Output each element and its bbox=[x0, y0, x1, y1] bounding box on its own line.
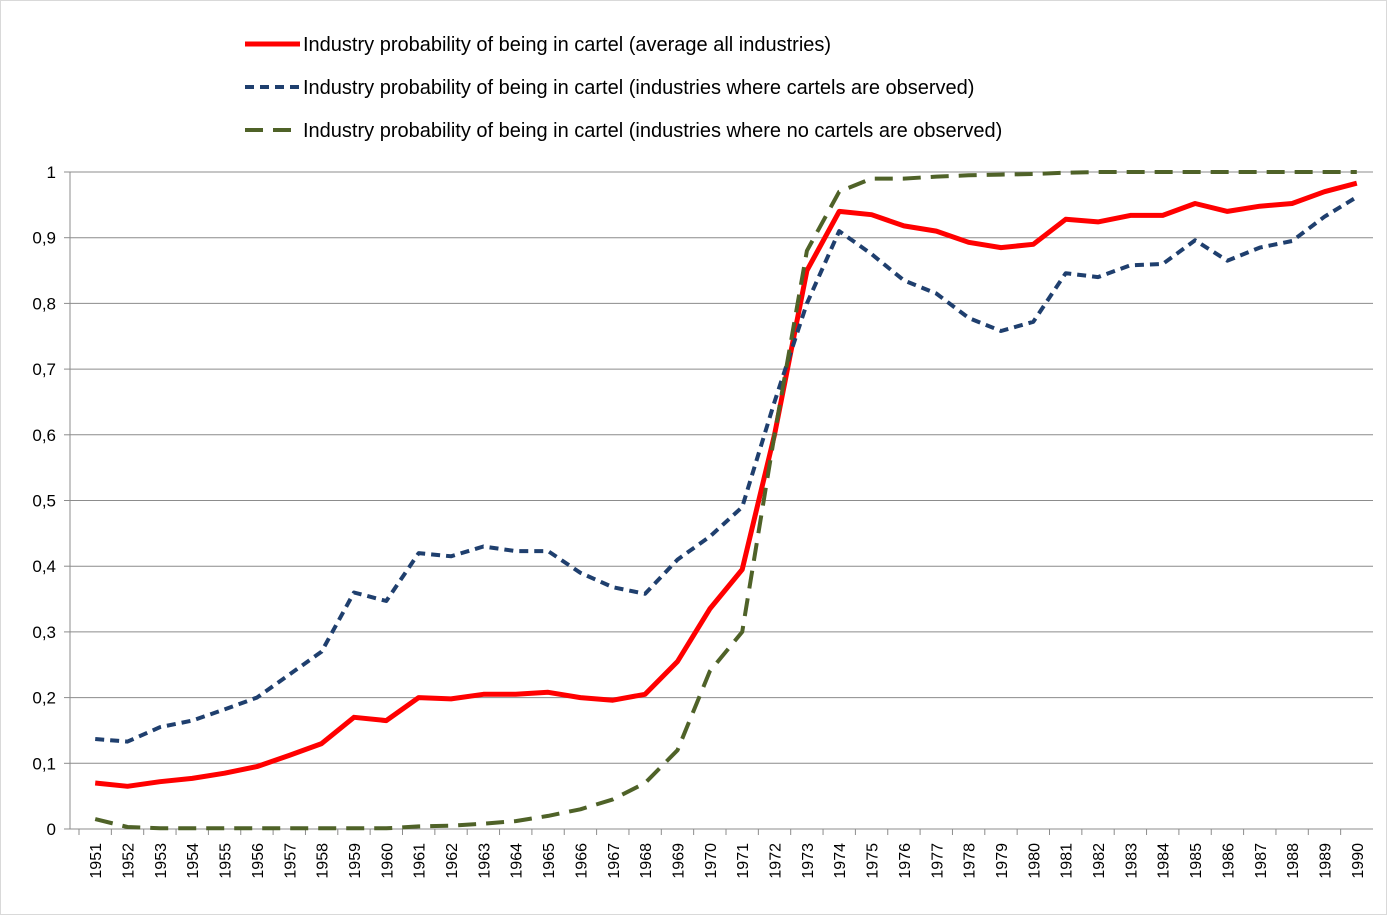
x-tick-label: 1975 bbox=[865, 843, 882, 879]
x-tick-label: 1983 bbox=[1123, 843, 1140, 879]
y-tick-label: 0,5 bbox=[32, 492, 56, 511]
x-tick-label: 1985 bbox=[1188, 843, 1205, 879]
y-tick-label: 1 bbox=[47, 163, 56, 182]
x-tick-label: 1982 bbox=[1091, 843, 1108, 879]
x-tick-label: 1955 bbox=[218, 843, 235, 879]
x-tick-label: 1974 bbox=[832, 843, 849, 879]
x-tick-label: 1979 bbox=[994, 843, 1011, 879]
x-tick-label: 1977 bbox=[929, 843, 946, 879]
x-tick-label: 1956 bbox=[250, 843, 267, 879]
x-tick-label: 1952 bbox=[121, 843, 138, 879]
x-tick-label: 1978 bbox=[962, 843, 979, 879]
x-tick-label: 1965 bbox=[541, 843, 558, 879]
x-tick-label: 1987 bbox=[1253, 843, 1270, 879]
x-tick-label: 1958 bbox=[315, 843, 332, 879]
x-tick-label: 1988 bbox=[1285, 843, 1302, 879]
x-tick-label: 1972 bbox=[768, 843, 785, 879]
x-tick-label: 1970 bbox=[703, 843, 720, 879]
x-tick-label: 1963 bbox=[476, 843, 493, 879]
x-tick-label: 1984 bbox=[1156, 843, 1173, 879]
x-tick-label: 1954 bbox=[185, 843, 202, 879]
legend-label: Industry probability of being in cartel … bbox=[303, 34, 831, 56]
x-tick-label: 1951 bbox=[88, 843, 105, 879]
x-tick-label: 1989 bbox=[1317, 843, 1334, 879]
y-tick-label: 0,8 bbox=[32, 294, 56, 313]
x-tick-label: 1969 bbox=[670, 843, 687, 879]
x-tick-label: 1953 bbox=[153, 843, 170, 879]
x-tick-label: 1968 bbox=[638, 843, 655, 879]
y-tick-label: 0,7 bbox=[32, 360, 56, 379]
x-tick-label: 1960 bbox=[379, 843, 396, 879]
x-tick-label: 1981 bbox=[1059, 843, 1076, 879]
x-tick-label: 1962 bbox=[444, 843, 461, 879]
x-tick-label: 1980 bbox=[1026, 843, 1043, 879]
x-tick-label: 1973 bbox=[800, 843, 817, 879]
series-line bbox=[94, 170, 1357, 831]
y-tick-label: 0,9 bbox=[32, 229, 56, 248]
series-line bbox=[95, 195, 1358, 744]
legend-label: Industry probability of being in cartel … bbox=[303, 120, 1002, 142]
x-tick-label: 1961 bbox=[412, 843, 429, 879]
x-tick-label: 1990 bbox=[1350, 843, 1367, 879]
x-tick-label: 1964 bbox=[509, 843, 526, 879]
y-tick-label: 0,4 bbox=[32, 557, 56, 576]
x-tick-label: 1976 bbox=[897, 843, 914, 879]
x-tick-label: 1986 bbox=[1220, 843, 1237, 879]
y-tick-label: 0,2 bbox=[32, 689, 56, 708]
y-tick-label: 0,3 bbox=[32, 623, 56, 642]
x-tick-label: 1971 bbox=[735, 843, 752, 879]
x-tick-label: 1967 bbox=[606, 843, 623, 879]
x-tick-label: 1959 bbox=[347, 843, 364, 879]
y-tick-label: 0,1 bbox=[32, 754, 56, 773]
x-tick-label: 1966 bbox=[573, 843, 590, 879]
x-tick-label: 1957 bbox=[282, 843, 299, 879]
y-tick-label: 0,6 bbox=[32, 426, 56, 445]
legend-label: Industry probability of being in cartel … bbox=[303, 77, 974, 99]
series-line bbox=[94, 180, 1358, 789]
y-tick-label: 0 bbox=[47, 820, 56, 839]
